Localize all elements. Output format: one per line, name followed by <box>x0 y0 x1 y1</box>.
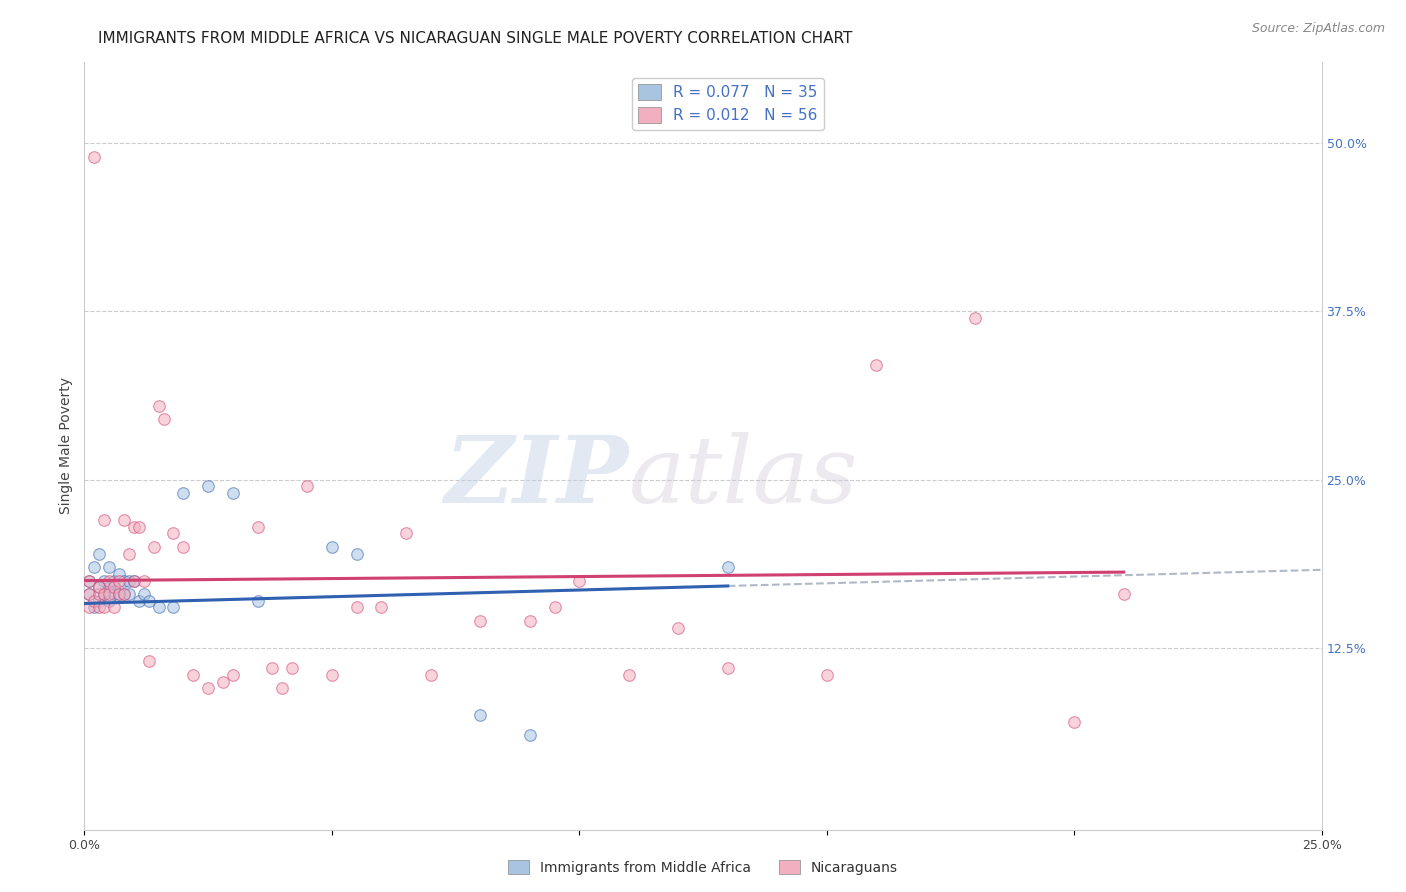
Point <box>197 681 219 696</box>
Point <box>470 708 492 723</box>
Point <box>395 526 418 541</box>
Point <box>212 674 235 689</box>
Point <box>246 594 269 608</box>
Point <box>79 600 101 615</box>
Point <box>172 486 194 500</box>
Point <box>181 667 204 681</box>
Point <box>89 580 111 594</box>
Point <box>79 574 101 588</box>
Point <box>98 594 121 608</box>
Point <box>89 587 111 601</box>
Point <box>108 574 131 588</box>
Point <box>118 547 141 561</box>
Point <box>118 574 141 588</box>
Point <box>83 594 105 608</box>
Point <box>98 580 121 594</box>
Point <box>112 587 135 601</box>
Point <box>271 681 294 696</box>
Legend: R = 0.077   N = 35, R = 0.012   N = 56: R = 0.077 N = 35, R = 0.012 N = 56 <box>631 78 824 129</box>
Point <box>89 594 111 608</box>
Point <box>79 587 101 601</box>
Point <box>98 574 121 588</box>
Text: atlas: atlas <box>628 432 858 522</box>
Point <box>112 587 135 601</box>
Point <box>148 399 170 413</box>
Point <box>112 513 135 527</box>
Point <box>717 661 740 675</box>
Point <box>93 513 115 527</box>
Point <box>162 526 184 541</box>
Point <box>79 587 101 601</box>
Point <box>132 574 155 588</box>
Point <box>617 667 640 681</box>
Point <box>262 661 284 675</box>
Point <box>98 587 121 601</box>
Point <box>965 311 987 326</box>
Point <box>83 560 105 574</box>
Point <box>162 600 184 615</box>
Point <box>865 358 887 372</box>
Point <box>122 574 145 588</box>
Point <box>103 600 125 615</box>
Point <box>108 587 131 601</box>
Text: Source: ZipAtlas.com: Source: ZipAtlas.com <box>1251 22 1385 36</box>
Legend: Immigrants from Middle Africa, Nicaraguans: Immigrants from Middle Africa, Nicaragua… <box>502 855 904 880</box>
Point <box>138 594 160 608</box>
Point <box>281 661 304 675</box>
Point <box>112 574 135 588</box>
Point <box>83 600 105 615</box>
Point <box>103 587 125 601</box>
Point <box>89 600 111 615</box>
Point <box>152 412 174 426</box>
Text: IMMIGRANTS FROM MIDDLE AFRICA VS NICARAGUAN SINGLE MALE POVERTY CORRELATION CHAR: IMMIGRANTS FROM MIDDLE AFRICA VS NICARAG… <box>98 31 853 46</box>
Text: ZIP: ZIP <box>444 432 628 522</box>
Point <box>93 587 115 601</box>
Point <box>370 600 392 615</box>
Point <box>519 728 541 742</box>
Point <box>79 574 101 588</box>
Point <box>543 600 565 615</box>
Point <box>89 547 111 561</box>
Point <box>93 600 115 615</box>
Point <box>1112 587 1135 601</box>
Point <box>321 540 343 554</box>
Point <box>93 574 115 588</box>
Point <box>89 580 111 594</box>
Point <box>346 547 368 561</box>
Point <box>419 667 441 681</box>
Point <box>103 574 125 588</box>
Point <box>346 600 368 615</box>
Point <box>132 587 155 601</box>
Point <box>83 150 105 164</box>
Point <box>122 520 145 534</box>
Point <box>103 580 125 594</box>
Point <box>108 566 131 581</box>
Point <box>568 574 591 588</box>
Point <box>93 587 115 601</box>
Point <box>246 520 269 534</box>
Point <box>108 587 131 601</box>
Point <box>142 540 165 554</box>
Point <box>148 600 170 615</box>
Point <box>222 667 245 681</box>
Point <box>717 560 740 574</box>
Point <box>197 479 219 493</box>
Point <box>128 594 150 608</box>
Y-axis label: Single Male Poverty: Single Male Poverty <box>59 377 73 515</box>
Point <box>98 560 121 574</box>
Point <box>321 667 343 681</box>
Point <box>118 587 141 601</box>
Point <box>295 479 318 493</box>
Point <box>666 621 689 635</box>
Point <box>1063 714 1085 729</box>
Point <box>128 520 150 534</box>
Point <box>122 574 145 588</box>
Point <box>138 654 160 668</box>
Point <box>470 614 492 628</box>
Point <box>222 486 245 500</box>
Point <box>519 614 541 628</box>
Point <box>172 540 194 554</box>
Point <box>815 667 838 681</box>
